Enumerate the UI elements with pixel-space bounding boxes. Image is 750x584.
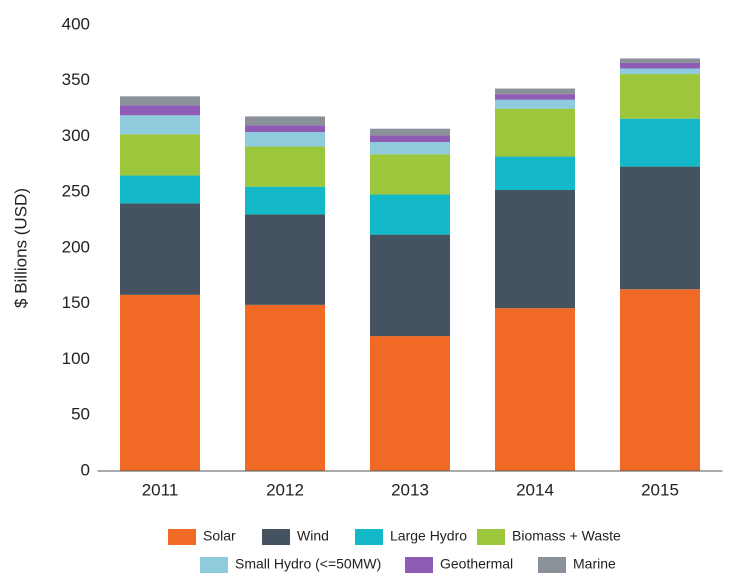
y-tick-label: 0 bbox=[81, 460, 90, 479]
bar-segment bbox=[120, 96, 200, 106]
bar-segment bbox=[245, 125, 325, 133]
x-tick-label: 2014 bbox=[516, 480, 554, 499]
bar-segment bbox=[370, 336, 450, 471]
bar-segment bbox=[120, 105, 200, 116]
bar-segment bbox=[245, 132, 325, 147]
bar-segment bbox=[495, 94, 575, 100]
x-tick-label: 2015 bbox=[641, 480, 679, 499]
x-tick-label: 2011 bbox=[142, 480, 179, 499]
legend: Solar Wind Large Hydro Biomass + Waste Small… bbox=[168, 528, 621, 573]
legend-label: Large Hydro bbox=[390, 528, 467, 544]
bar-segment bbox=[120, 175, 200, 204]
bar-segment bbox=[370, 128, 450, 136]
legend-swatch bbox=[355, 529, 383, 545]
bar-segment bbox=[620, 58, 700, 63]
bar-segment bbox=[495, 99, 575, 109]
legend-swatch bbox=[168, 529, 196, 545]
bar-segment bbox=[245, 304, 325, 471]
bar-segment bbox=[495, 308, 575, 471]
bar-segment bbox=[620, 118, 700, 167]
bar-segment bbox=[120, 294, 200, 471]
bar-segment bbox=[120, 134, 200, 176]
bar-segment bbox=[495, 108, 575, 157]
bar-segment bbox=[370, 234, 450, 337]
bar-segment bbox=[120, 115, 200, 135]
y-tick-label: 50 bbox=[71, 405, 90, 424]
y-tick-label: 200 bbox=[62, 237, 90, 256]
bar-segment bbox=[245, 146, 325, 187]
y-tick-label: 250 bbox=[62, 182, 90, 201]
legend-swatch bbox=[200, 557, 228, 573]
y-tick-label: 100 bbox=[62, 349, 90, 368]
legend-label: Wind bbox=[297, 528, 329, 544]
legend-swatch bbox=[538, 557, 566, 573]
bar-segment bbox=[245, 116, 325, 126]
bar-segment bbox=[620, 68, 700, 75]
bar-segment bbox=[620, 166, 700, 290]
bar-segment bbox=[370, 135, 450, 143]
legend-label: Marine bbox=[573, 556, 616, 572]
bar-segment bbox=[245, 214, 325, 305]
y-axis-label: $ Billions (USD) bbox=[11, 188, 30, 308]
legend-swatch bbox=[477, 529, 505, 545]
legend-swatch bbox=[405, 557, 433, 573]
bar-segment bbox=[495, 156, 575, 191]
bar-segment bbox=[245, 186, 325, 215]
x-tick-label: 2013 bbox=[391, 480, 429, 499]
legend-label: Small Hydro (<=50MW) bbox=[235, 556, 381, 572]
legend-label: Geothermal bbox=[440, 556, 513, 572]
legend-swatch bbox=[262, 529, 290, 545]
bar-segment bbox=[620, 62, 700, 69]
bar-segment bbox=[120, 203, 200, 295]
bar-segment bbox=[495, 190, 575, 309]
y-tick-label: 300 bbox=[62, 126, 90, 145]
bar-segment bbox=[370, 154, 450, 195]
bar-segment bbox=[620, 289, 700, 471]
bar-segment bbox=[370, 194, 450, 235]
y-tick-label: 400 bbox=[62, 14, 90, 33]
y-tick-label: 150 bbox=[62, 293, 90, 312]
x-tick-label: 2012 bbox=[266, 480, 304, 499]
legend-label: Biomass + Waste bbox=[512, 528, 621, 544]
bar-segment bbox=[620, 74, 700, 119]
y-tick-label: 350 bbox=[62, 70, 90, 89]
bar-segment bbox=[370, 142, 450, 155]
legend-label: Solar bbox=[203, 528, 236, 544]
bar-segment bbox=[495, 88, 575, 95]
